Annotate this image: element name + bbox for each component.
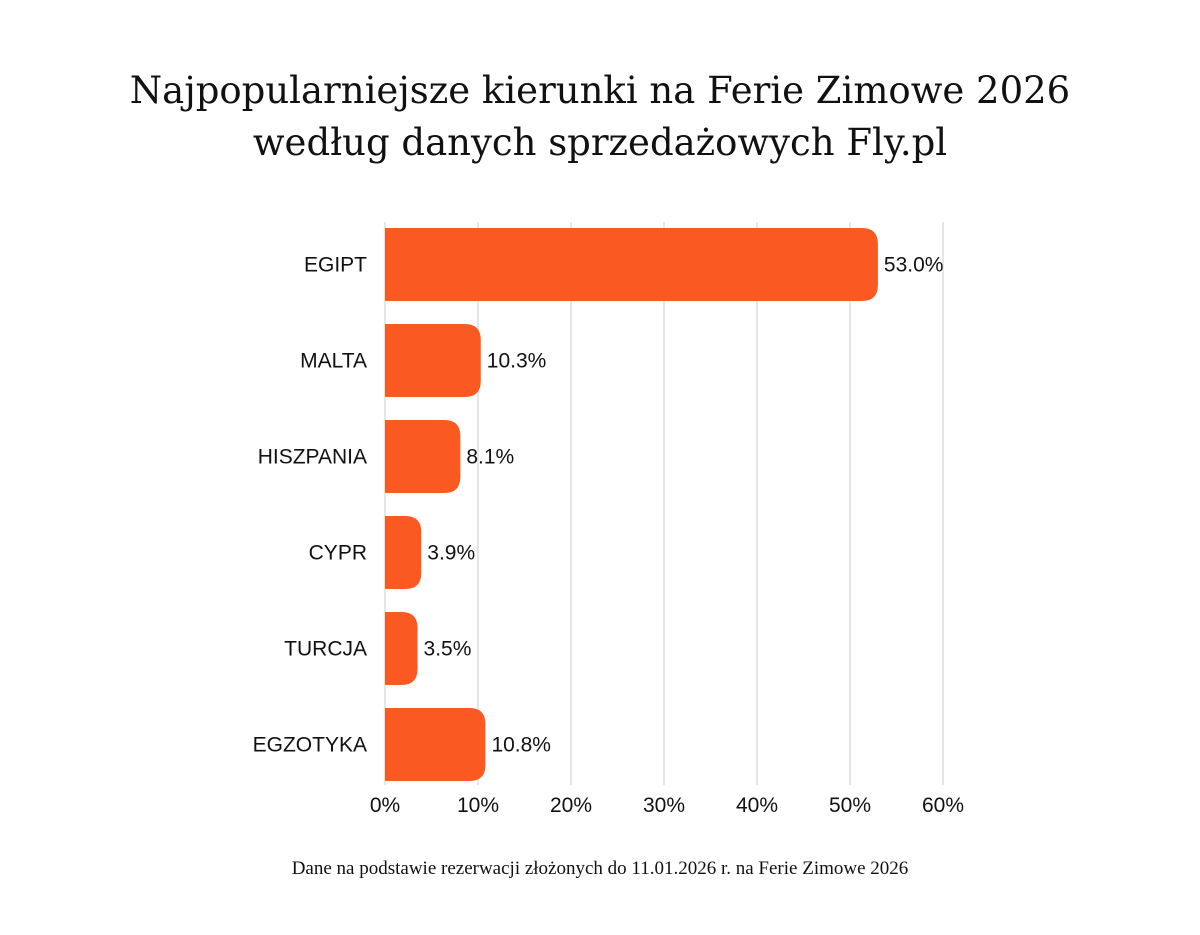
x-tick-label: 40% [736, 794, 778, 817]
chart-title-line-2: według danych sprzedażowych Fly.pl [252, 121, 948, 164]
value-label: 53.0% [884, 254, 944, 277]
x-tick-label: 0% [370, 794, 400, 817]
category-label: CYPR [309, 542, 367, 565]
bar-malta [385, 324, 481, 397]
value-label: 10.8% [491, 734, 551, 757]
category-label: MALTA [300, 350, 367, 373]
x-tick-label: 20% [550, 794, 592, 817]
value-label: 3.5% [424, 638, 472, 661]
bar-cypr [385, 516, 422, 589]
category-label: EGIPT [304, 254, 367, 277]
x-tick-label: 30% [643, 794, 685, 817]
category-label: TURCJA [284, 638, 367, 661]
category-label: HISZPANIA [258, 446, 367, 469]
bar-turcja [385, 612, 418, 685]
value-label: 3.9% [427, 542, 475, 565]
x-tick-label: 50% [829, 794, 871, 817]
value-label: 10.3% [487, 350, 547, 373]
value-label: 8.1% [466, 446, 514, 469]
x-tick-label: 10% [457, 794, 499, 817]
category-label: EGZOTYKA [253, 734, 367, 757]
x-tick-label: 60% [922, 794, 964, 817]
chart-title-line-1: Najpopularniejsze kierunki na Ferie Zimo… [129, 69, 1071, 112]
bar-egipt [385, 228, 878, 301]
bar-hiszpania [385, 420, 461, 493]
bar-egzotyka [385, 708, 486, 781]
footnote: Dane na podstawie rezerwacji złożonych d… [291, 858, 909, 879]
